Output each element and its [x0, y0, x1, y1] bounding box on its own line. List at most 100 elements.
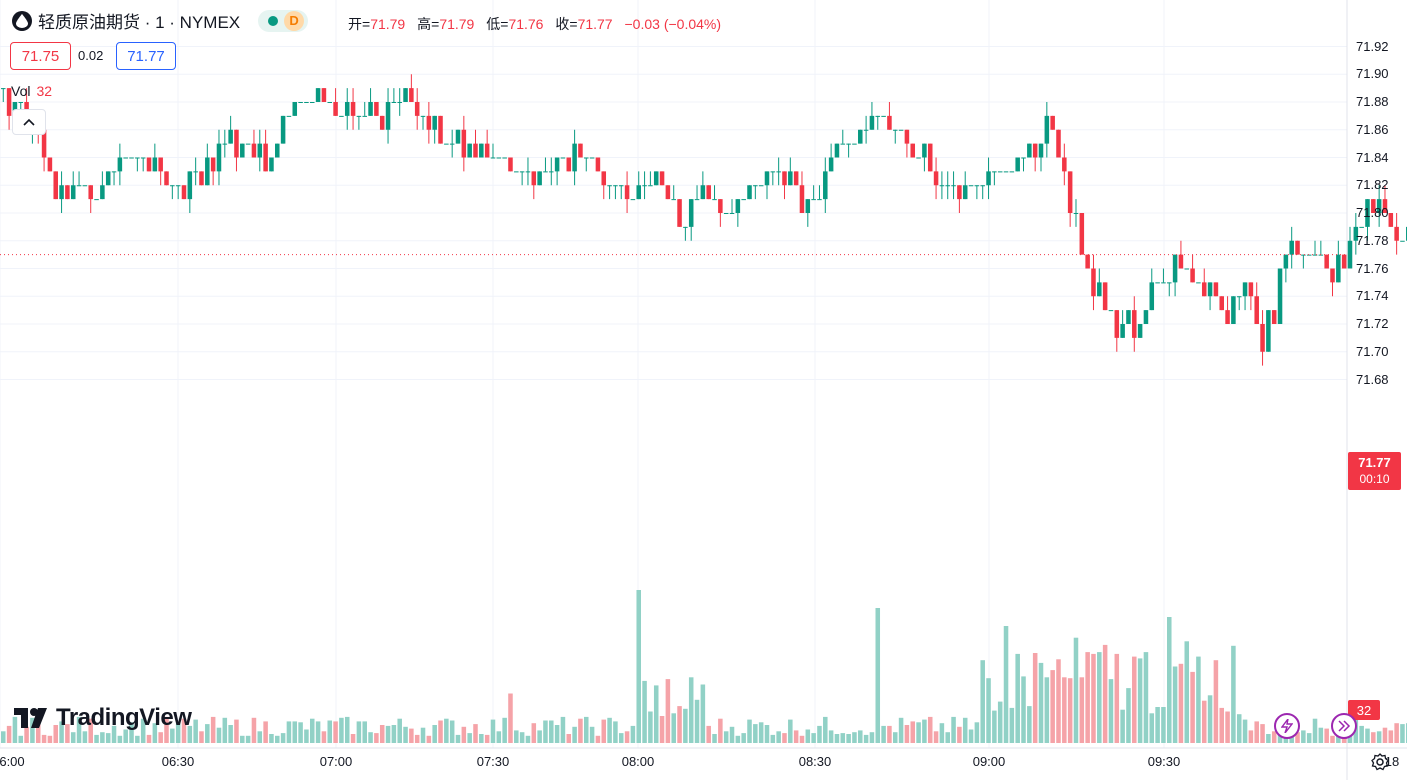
sell-price-button[interactable]: 71.75 — [10, 42, 71, 70]
oil-drop-icon — [12, 10, 32, 31]
symbol-legend[interactable]: 轻质原油期货 · 1 · NYMEX D — [12, 8, 309, 33]
volume-bar — [298, 722, 303, 743]
candle-body — [747, 185, 752, 200]
candle-body — [1120, 324, 1125, 338]
gear-icon[interactable] — [1370, 752, 1390, 772]
candle-body — [514, 171, 519, 173]
x-tick-label: 07:30 — [476, 754, 510, 769]
candle-body — [426, 115, 432, 130]
candle-body — [1126, 310, 1131, 324]
candle-body — [473, 143, 478, 158]
candle-body — [362, 115, 367, 117]
volume-bar — [1306, 733, 1312, 743]
candle-body — [648, 185, 653, 187]
candle-body — [1021, 157, 1026, 159]
volume-bar — [1143, 652, 1149, 743]
volume-bar — [776, 731, 781, 743]
market-status-pill[interactable]: D — [258, 9, 309, 32]
candle-body — [933, 171, 939, 186]
volume-bar — [140, 718, 146, 743]
lightning-icon[interactable] — [1274, 713, 1300, 739]
volume-bar — [589, 726, 595, 743]
candle-body — [828, 157, 834, 172]
volume-bar — [1172, 666, 1178, 743]
candle-body — [76, 185, 82, 187]
volume-bar — [129, 722, 134, 743]
volume-bar — [653, 685, 659, 743]
volume-bar — [898, 717, 904, 743]
scroll-to-realtime-icon[interactable] — [1331, 713, 1357, 739]
volume-bar — [840, 733, 846, 743]
candle-body — [624, 185, 630, 200]
candle-body — [1102, 282, 1108, 311]
candle-body — [1009, 171, 1015, 173]
candle-body — [811, 199, 816, 201]
volume-bar — [828, 730, 834, 743]
volume-bar — [59, 721, 64, 743]
volume-bar — [438, 720, 443, 743]
volume-bar — [881, 725, 886, 743]
volume-bar — [1248, 730, 1254, 743]
volume-bar — [1271, 731, 1277, 743]
logo-text: TradingView — [56, 704, 192, 731]
candle-body — [484, 143, 490, 158]
volume-bar — [997, 701, 1003, 743]
candle-body — [228, 129, 233, 144]
volume-bar — [916, 722, 921, 743]
candle-body — [1149, 282, 1155, 311]
volume-bar — [245, 735, 251, 743]
buy-price-button[interactable]: 71.77 — [116, 42, 176, 70]
volume-bar — [1108, 679, 1114, 743]
volume-bar — [753, 724, 758, 743]
volume-bar — [24, 726, 29, 743]
volume-bar — [1091, 653, 1096, 743]
x-tick-label: 09:30 — [1147, 754, 1181, 769]
candle-body — [642, 185, 647, 187]
volume-bar — [409, 728, 414, 743]
candle-body — [1271, 310, 1277, 324]
candle-body — [671, 199, 676, 201]
volume-bar — [543, 720, 548, 743]
candle-body — [508, 157, 513, 172]
volume-bar — [181, 718, 187, 743]
candle-body — [315, 88, 321, 102]
tradingview-logo[interactable]: TradingView — [14, 704, 192, 732]
close-label: 收= — [555, 16, 578, 32]
candle-body — [1248, 282, 1254, 297]
last-volume-tag: 32 — [1348, 700, 1380, 720]
candle-body — [1056, 129, 1061, 158]
volume-bar — [1365, 728, 1370, 743]
volume-bar — [41, 734, 47, 743]
volume-bar — [100, 732, 105, 743]
volume-bar — [496, 731, 502, 743]
volume-bar — [251, 717, 257, 743]
volume-bar — [584, 716, 589, 743]
candle-body — [601, 171, 607, 186]
volume-bar — [65, 724, 70, 743]
candle-body — [1330, 268, 1335, 283]
collapse-legend-button[interactable] — [12, 109, 46, 135]
candle-body — [1079, 213, 1085, 255]
candle-body — [309, 102, 315, 103]
volume-bar — [1371, 732, 1376, 743]
volume-bar — [531, 723, 537, 743]
candle-body — [280, 115, 286, 144]
candle-body — [216, 143, 222, 172]
candle-body — [234, 129, 239, 158]
volume-legend[interactable]: Vol 32 — [11, 83, 52, 99]
volume-bar — [30, 717, 35, 743]
volume-bar — [624, 731, 630, 743]
candle-body — [531, 171, 537, 186]
volume-bar — [665, 679, 671, 743]
volume-bar — [793, 730, 799, 743]
candle-body — [735, 199, 741, 213]
symbol-title[interactable]: 轻质原油期货 · 1 · NYMEX — [38, 13, 241, 32]
candle-body — [420, 115, 426, 117]
candle-body — [945, 185, 950, 187]
candle-body — [350, 102, 356, 116]
y-tick-label: 71.74 — [1356, 288, 1389, 304]
candle-body — [753, 185, 758, 187]
low-label: 低= — [486, 16, 509, 32]
volume-bar — [170, 728, 175, 743]
